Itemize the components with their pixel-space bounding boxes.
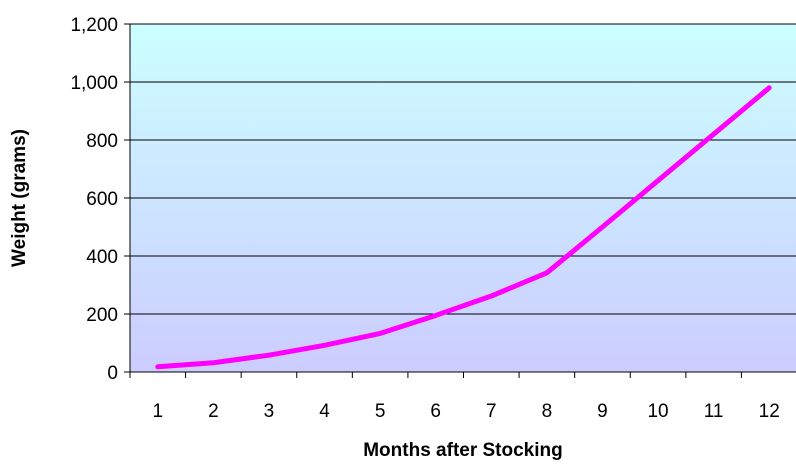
x-axis-ticks xyxy=(129,372,742,378)
y-axis-title: Weight (grams) xyxy=(9,129,30,267)
y-tick-label: 800 xyxy=(86,131,118,152)
x-tick-label: 5 xyxy=(375,401,386,422)
x-tick-labels: 1 2 3 4 5 6 7 8 9 10 11 12 xyxy=(153,401,780,422)
weight-series-line xyxy=(155,85,772,370)
x-tick-label: 12 xyxy=(759,401,780,422)
x-tick-label: 10 xyxy=(647,401,668,422)
x-tick-label: 8 xyxy=(542,401,553,422)
gridlines xyxy=(130,23,796,315)
y-tick-label: 0 xyxy=(107,363,118,384)
y-tick-label: 400 xyxy=(86,247,118,268)
x-axis-title: Months after Stocking xyxy=(363,440,563,461)
x-tick-label: 4 xyxy=(319,401,330,422)
y-tick-label: 600 xyxy=(86,189,118,210)
x-tick-label: 7 xyxy=(486,401,497,422)
x-tick-label: 9 xyxy=(597,401,608,422)
y-axis-ticks xyxy=(124,23,130,373)
y-tick-labels: 0 200 400 600 800 1,000 1,200 xyxy=(70,15,118,384)
x-tick-label: 1 xyxy=(153,401,164,422)
y-tick-label: 1,200 xyxy=(70,15,118,36)
y-tick-label: 200 xyxy=(86,305,118,326)
y-tick-label: 1,000 xyxy=(70,73,118,94)
x-tick-label: 6 xyxy=(430,401,441,422)
x-tick-label: 11 xyxy=(704,401,724,422)
x-tick-label: 3 xyxy=(264,401,275,422)
x-tick-label: 2 xyxy=(208,401,219,422)
